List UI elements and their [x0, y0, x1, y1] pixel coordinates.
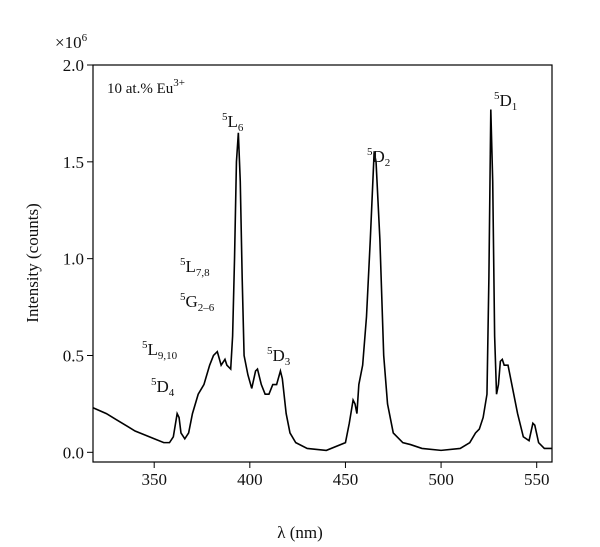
- annotation-sub: 4: [169, 387, 175, 399]
- x-tick-label: 350: [141, 470, 167, 489]
- annotation-sub: 2–6: [198, 302, 215, 314]
- spectrum-line: [92, 109, 552, 452]
- x-tick-label: 400: [237, 470, 263, 489]
- annotation: 5D2: [367, 146, 390, 169]
- annotation-sup: 5: [367, 146, 373, 158]
- y-scale-sup: 6: [82, 32, 88, 44]
- annotation-base: D: [157, 377, 169, 396]
- annotation-sup: 5: [180, 291, 186, 303]
- annotation: 5G2–6: [180, 291, 215, 314]
- y-scale-label: ×106: [55, 32, 88, 52]
- annotation-sup: 5: [142, 339, 148, 351]
- annotation-sub: 3: [285, 356, 291, 368]
- annotation-sub: 1: [512, 101, 518, 113]
- y-tick-label: 1.5: [63, 153, 84, 172]
- annotation-base: D: [500, 91, 512, 110]
- annotation-sub: 9,10: [158, 350, 178, 362]
- annotation-text: 10 at.% Eu: [107, 81, 174, 97]
- annotation-sup: 5: [151, 376, 157, 388]
- annotation-sub: 7,8: [196, 267, 210, 279]
- annotation-sup: 5: [180, 256, 186, 268]
- annotation: 5D3: [267, 345, 291, 368]
- y-tick-label: 0.5: [63, 346, 84, 365]
- x-axis-label: λ (nm): [277, 523, 323, 542]
- y-tick-label: 0.0: [63, 443, 84, 462]
- y-tick-label: 2.0: [63, 56, 84, 75]
- x-tick-label: 500: [428, 470, 454, 489]
- y-scale-base: ×10: [55, 33, 82, 52]
- x-tick-label: 450: [333, 470, 359, 489]
- annotation-sup: 5: [494, 90, 500, 102]
- annotation-base: L: [148, 340, 158, 359]
- annotation-base: L: [228, 112, 238, 131]
- annotation: 5D1: [494, 90, 517, 113]
- x-tick-label: 550: [524, 470, 550, 489]
- annotation-sub: 2: [385, 157, 391, 169]
- annotation: 10 at.% Eu3+: [107, 77, 185, 97]
- annotation-base: G: [186, 292, 198, 311]
- annotation: 5L7,8: [180, 256, 210, 279]
- annotation-base: D: [273, 346, 285, 365]
- annotation: 5L6: [222, 111, 244, 134]
- annotation-sup: 5: [222, 111, 228, 123]
- annotation-sup: 5: [267, 345, 273, 357]
- annotation-base: L: [186, 257, 196, 276]
- y-tick-label: 1.0: [63, 250, 84, 269]
- annotation-sup: 3+: [173, 77, 185, 89]
- annotation-sub: 6: [238, 122, 244, 134]
- annotation-base: D: [373, 147, 385, 166]
- plot-frame: [92, 64, 553, 463]
- y-axis-label: Intensity (counts): [23, 203, 42, 322]
- annotation: 5L9,10: [142, 339, 178, 362]
- annotation: 5D4: [151, 376, 175, 399]
